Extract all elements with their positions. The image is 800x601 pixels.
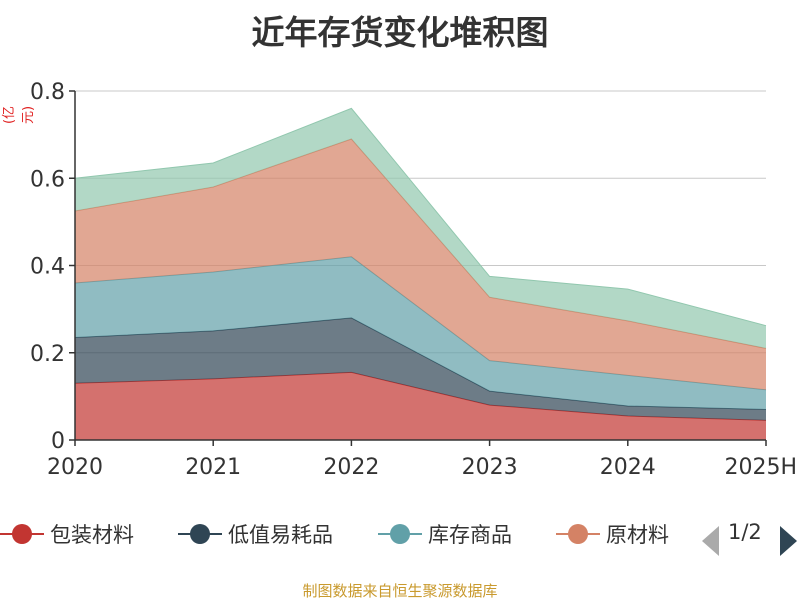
legend-item-1[interactable]: 低值易耗品 — [178, 516, 333, 552]
x-tick-label: 2023 — [462, 455, 518, 480]
legend-marker-dot — [190, 524, 210, 544]
legend-label: 原材料 — [606, 523, 669, 547]
y-axis-unit-label: (亿元) — [2, 105, 36, 125]
y-tick-label: 0.8 — [30, 80, 65, 105]
legend-visible-area: 包装材料 低值易耗品 库存商品 原材料 — [0, 516, 683, 552]
legend-label: 低值易耗品 — [228, 523, 333, 547]
legend-item-2[interactable]: 库存商品 — [378, 516, 512, 552]
legend-marker — [0, 516, 44, 552]
pager-page-indicator: 1/2 — [728, 520, 762, 544]
legend-pager: 1/2 — [700, 518, 800, 556]
legend-item-0[interactable]: 包装材料 — [0, 516, 134, 552]
legend-marker-dot — [12, 524, 32, 544]
area-series-4 — [75, 108, 766, 349]
chart-title: 近年存货变化堆积图 — [251, 13, 549, 52]
area-series-2 — [75, 256, 766, 410]
legend-label: 包装材料 — [50, 523, 134, 547]
legend-marker — [178, 516, 222, 552]
x-tick-label: 2021 — [185, 455, 241, 480]
area-edge-series-4 — [74, 107, 767, 327]
y-tick-label: 0.6 — [30, 167, 65, 192]
legend-marker — [556, 516, 600, 552]
area-series-0 — [75, 372, 766, 440]
legend-label: 库存商品 — [428, 523, 512, 547]
x-tick-label: 2022 — [323, 455, 379, 480]
pager-prev-arrow-icon[interactable] — [702, 526, 719, 556]
legend-item-3[interactable]: 原材料 — [556, 516, 669, 552]
y-tick-label: 0.4 — [30, 255, 65, 280]
source-footer: 制图数据来自恒生聚源数据库 — [302, 582, 498, 600]
area-series-1 — [75, 317, 766, 421]
legend: 包装材料 低值易耗品 库存商品 原材料 — [0, 516, 800, 552]
y-tick-label: 0 — [51, 429, 65, 454]
pager-next-arrow-icon[interactable] — [780, 526, 797, 556]
legend-marker-dot — [390, 524, 410, 544]
x-tick-label: 2024 — [600, 455, 656, 480]
legend-marker-dot — [568, 524, 588, 544]
area-series-3 — [75, 139, 766, 390]
x-tick-label: 2025H — [724, 455, 797, 480]
legend-marker — [378, 516, 422, 552]
y-tick-label: 0.2 — [30, 342, 65, 367]
x-tick-label: 2020 — [47, 455, 103, 480]
